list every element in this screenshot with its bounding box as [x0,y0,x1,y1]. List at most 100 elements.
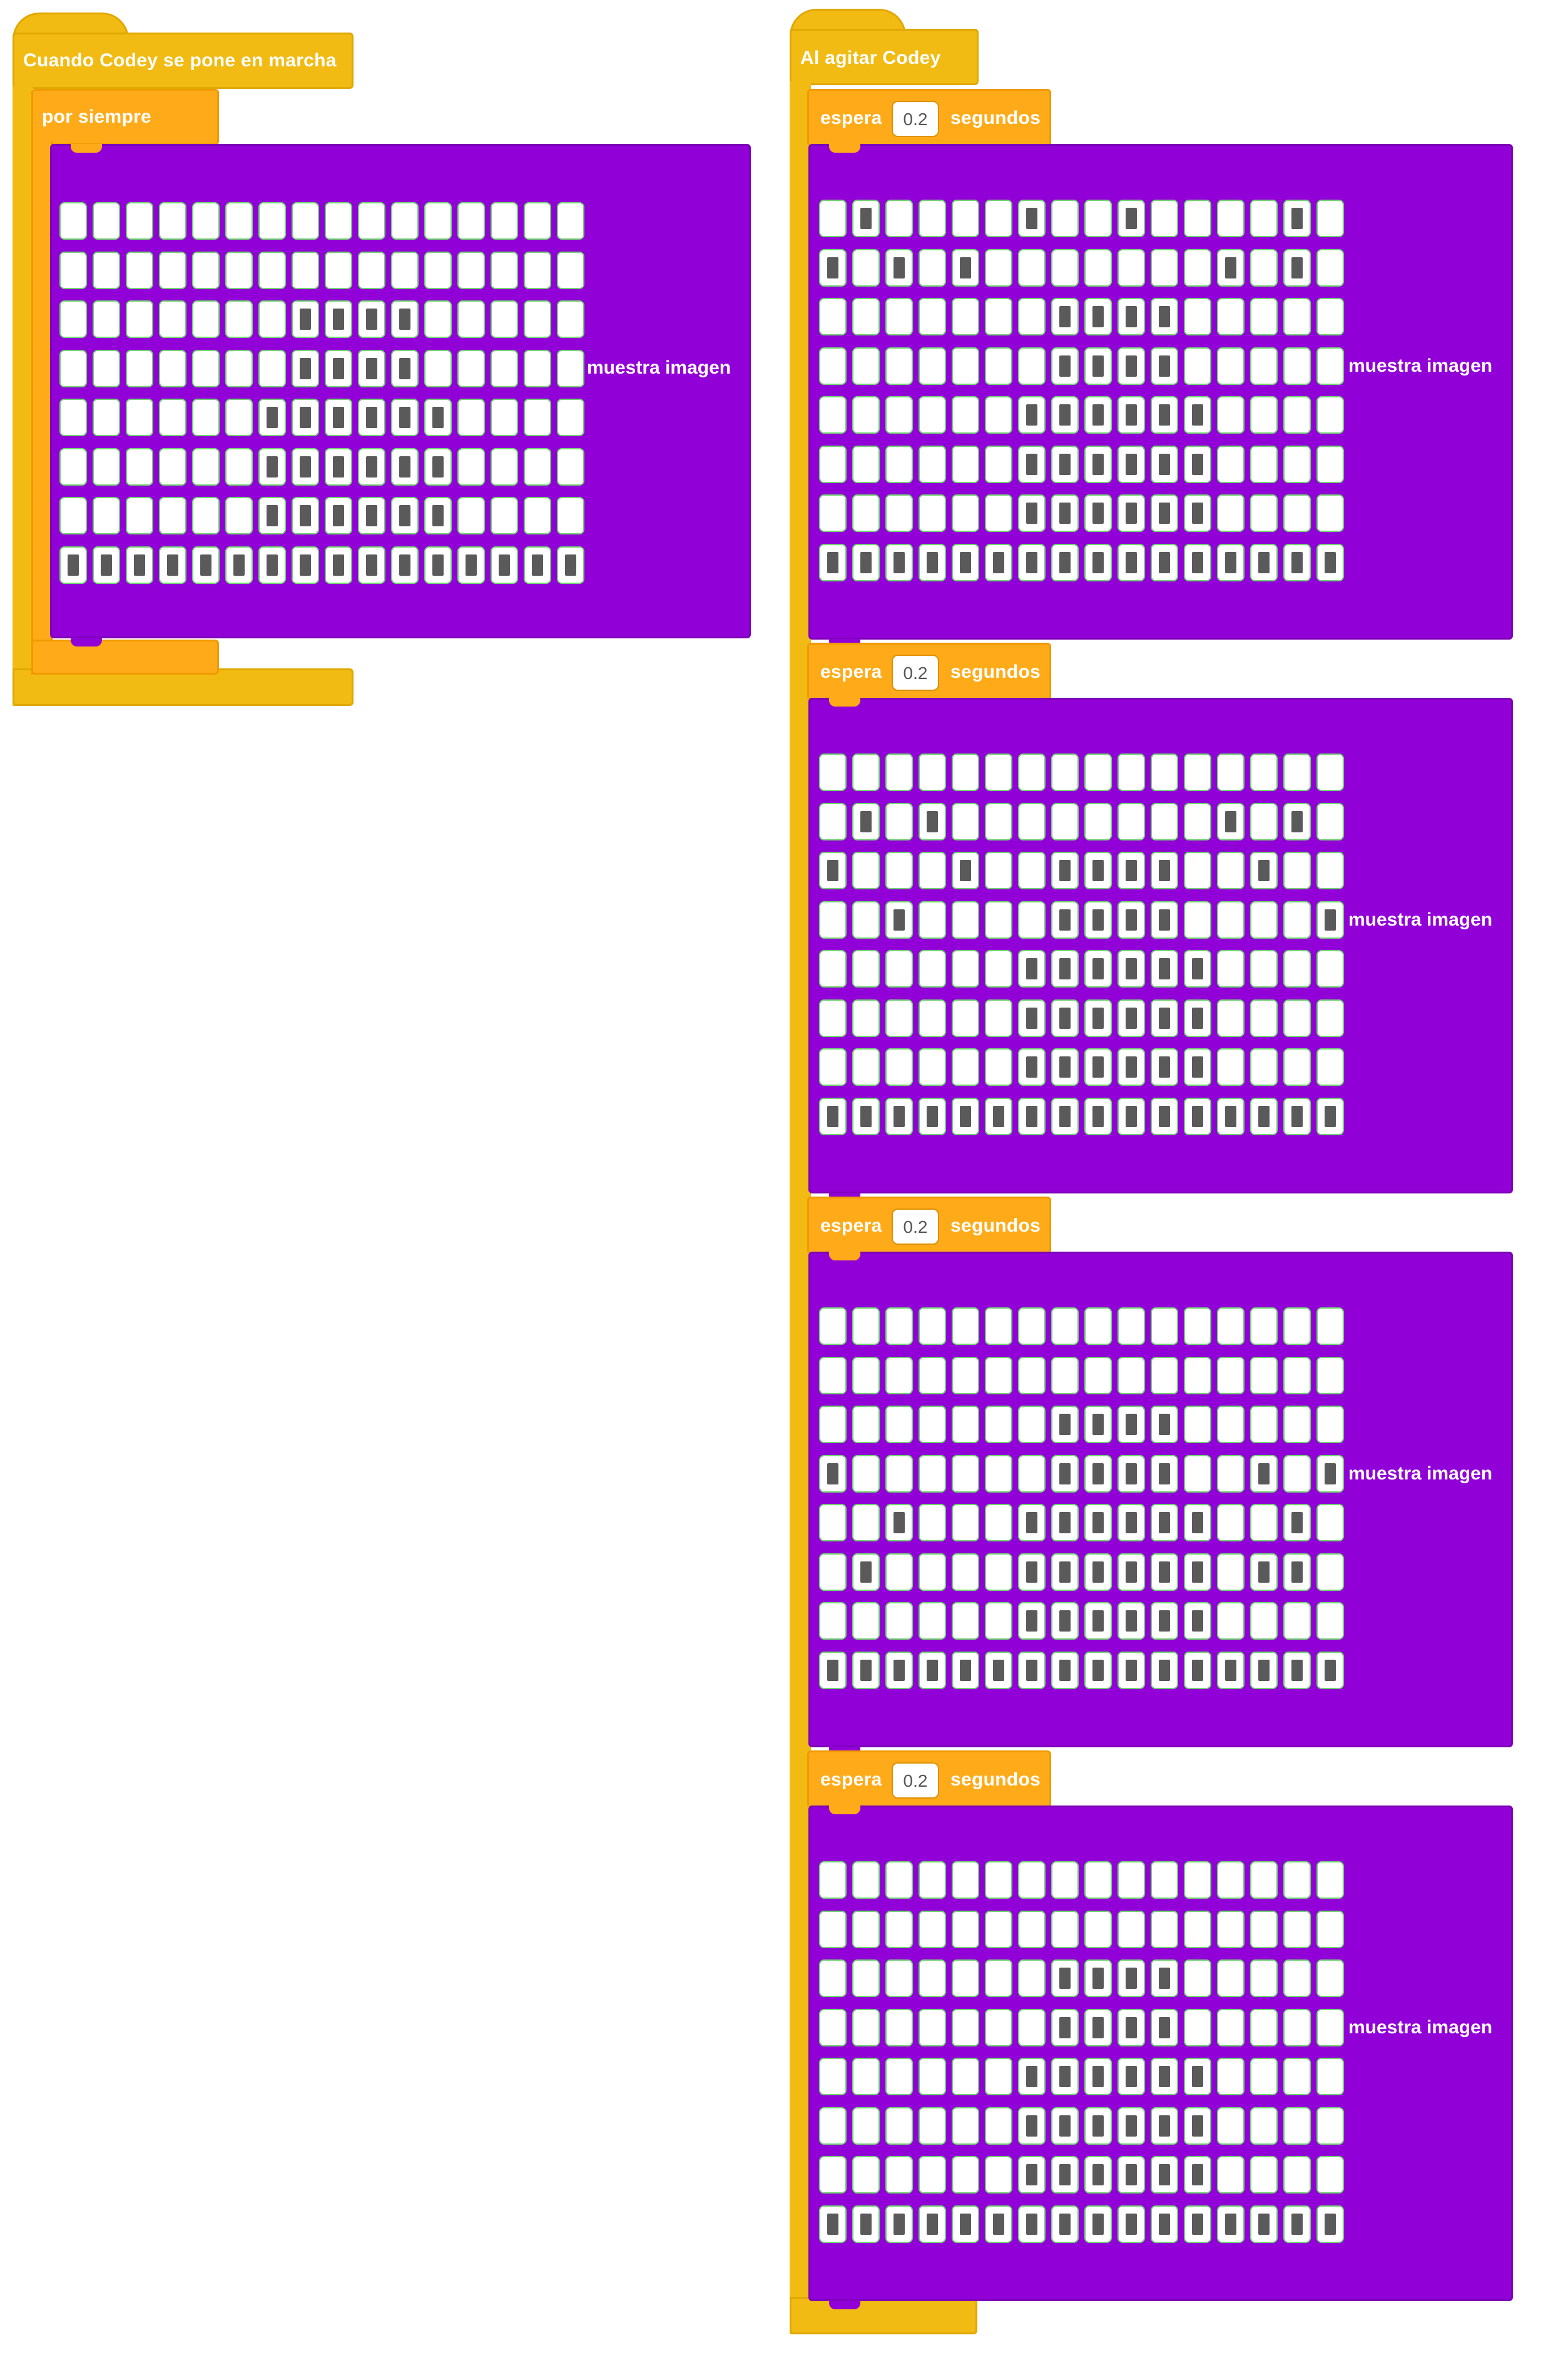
led-pixel-off[interactable] [885,2008,913,2046]
led-pixel-off[interactable] [1217,1356,1245,1394]
led-pixel-off[interactable] [424,202,452,240]
led-pixel-on[interactable] [1316,1651,1344,1689]
led-matrix[interactable] [819,1861,1344,2243]
led-pixel-on[interactable] [1084,1406,1112,1443]
led-pixel-off[interactable] [985,200,1012,237]
led-pixel-on[interactable] [1018,1504,1046,1541]
led-pixel-on[interactable] [985,543,1012,581]
led-pixel-off[interactable] [1184,298,1211,335]
led-pixel-off[interactable] [358,202,385,240]
led-pixel-off[interactable] [819,1356,847,1394]
led-pixel-off[interactable] [985,852,1012,889]
wait-block[interactable]: espera 0.2 segundos [807,643,1051,700]
led-pixel-off[interactable] [59,349,87,387]
led-pixel-on[interactable] [1051,1097,1079,1135]
led-pixel-off[interactable] [491,202,518,240]
led-pixel-off[interactable] [952,2008,979,2046]
led-pixel-on[interactable] [1051,999,1079,1037]
led-pixel-on[interactable] [557,546,584,584]
led-pixel-off[interactable] [919,1504,946,1541]
led-pixel-on[interactable] [159,546,186,584]
led-pixel-off[interactable] [93,497,120,534]
led-pixel-on[interactable] [852,2205,880,2243]
led-pixel-on[interactable] [524,546,551,584]
led-pixel-on[interactable] [1018,1553,1046,1591]
led-pixel-on[interactable] [1184,1651,1211,1689]
led-pixel-off[interactable] [1283,2058,1311,2095]
led-pixel-off[interactable] [491,300,518,338]
led-pixel-off[interactable] [325,202,352,240]
led-pixel-off[interactable] [1283,396,1311,434]
led-pixel-off[interactable] [1184,802,1211,840]
led-pixel-off[interactable] [1117,802,1145,840]
led-pixel-off[interactable] [852,1861,880,1899]
led-pixel-on[interactable] [1217,543,1245,581]
led-pixel-on[interactable] [1018,1602,1046,1640]
led-pixel-off[interactable] [819,1959,847,1997]
led-pixel-off[interactable] [819,494,847,532]
led-pixel-off[interactable] [1217,1959,1245,1997]
led-pixel-on[interactable] [1117,1097,1145,1135]
led-pixel-off[interactable] [424,349,452,387]
led-pixel-off[interactable] [919,298,946,335]
led-pixel-off[interactable] [225,202,253,240]
led-pixel-off[interactable] [1117,1861,1145,1899]
led-pixel-off[interactable] [919,396,946,434]
led-pixel-off[interactable] [524,447,551,486]
led-pixel-off[interactable] [919,1454,946,1493]
led-pixel-on[interactable] [1184,999,1211,1037]
led-pixel-on[interactable] [1217,802,1245,840]
show-image-block[interactable]: muestra imagen [808,1806,1513,2309]
led-pixel-off[interactable] [952,1910,979,1948]
led-pixel-off[interactable] [852,1048,880,1086]
led-pixel-on[interactable] [1184,2156,1211,2194]
led-pixel-on[interactable] [1051,1406,1079,1443]
led-pixel-on[interactable] [1250,543,1278,581]
led-pixel-off[interactable] [1283,347,1311,385]
led-pixel-off[interactable] [358,251,385,289]
led-pixel-off[interactable] [885,200,913,237]
led-pixel-off[interactable] [93,399,120,436]
led-pixel-off[interactable] [1184,347,1211,385]
led-pixel-off[interactable] [952,950,979,988]
led-pixel-on[interactable] [1051,1048,1079,1086]
led-pixel-off[interactable] [258,349,286,387]
led-pixel-off[interactable] [59,251,87,289]
led-pixel-on[interactable] [1316,1454,1344,1493]
led-pixel-on[interactable] [1018,494,1046,532]
led-pixel-on[interactable] [1051,2107,1079,2145]
led-pixel-off[interactable] [424,300,452,338]
led-pixel-off[interactable] [1250,298,1278,335]
led-pixel-on[interactable] [985,2205,1012,2243]
led-pixel-off[interactable] [1250,1602,1278,1640]
led-pixel-on[interactable] [1051,1504,1079,1541]
led-pixel-off[interactable] [885,494,913,532]
led-pixel-off[interactable] [1316,1861,1344,1899]
led-pixel-off[interactable] [1217,901,1245,939]
led-pixel-off[interactable] [885,753,913,791]
led-pixel-off[interactable] [1018,1356,1046,1394]
led-pixel-off[interactable] [952,1406,979,1443]
led-pixel-off[interactable] [952,1307,979,1345]
led-pixel-on[interactable] [1250,2205,1278,2243]
led-pixel-off[interactable] [1250,1356,1278,1394]
led-pixel-off[interactable] [852,2008,880,2046]
led-pixel-off[interactable] [919,1307,946,1345]
led-pixel-off[interactable] [1151,1910,1178,1948]
led-pixel-on[interactable] [1051,1959,1079,1997]
led-pixel-off[interactable] [1084,248,1112,287]
led-pixel-off[interactable] [1250,1504,1278,1541]
led-pixel-off[interactable] [126,497,153,534]
led-pixel-off[interactable] [457,251,485,289]
led-pixel-off[interactable] [919,494,946,532]
led-pixel-on[interactable] [1151,445,1178,483]
led-pixel-off[interactable] [1283,950,1311,988]
led-pixel-off[interactable] [1283,1861,1311,1899]
led-pixel-off[interactable] [885,950,913,988]
led-pixel-off[interactable] [1250,950,1278,988]
led-pixel-off[interactable] [1151,248,1178,287]
wait-seconds-input[interactable]: 0.2 [892,1208,939,1245]
led-pixel-on[interactable] [1084,298,1112,335]
led-pixel-off[interactable] [59,202,87,240]
led-pixel-off[interactable] [1316,1406,1344,1443]
